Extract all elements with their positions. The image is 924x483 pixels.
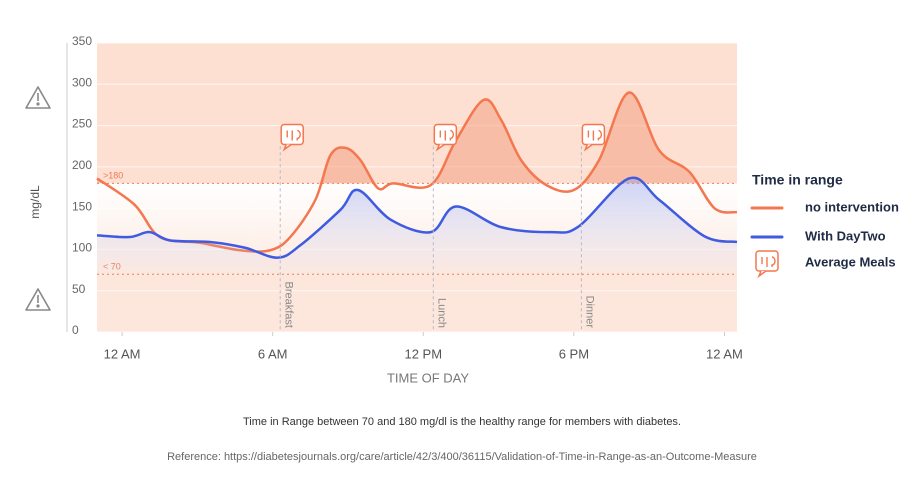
x-tick-label: 12 AM (706, 346, 743, 361)
legend-label: no intervention (805, 199, 899, 214)
y-tick-label: 0 (72, 323, 79, 337)
y-tick-label: 50 (72, 282, 86, 296)
meal-icon-glyph (439, 129, 455, 141)
reference: Reference: https://diabetesjournals.org/… (167, 451, 757, 463)
meal-icon (433, 123, 458, 152)
meal-icon-tail (757, 270, 767, 279)
y-axis-label: mg/dL (28, 185, 42, 219)
area (97, 177, 737, 275)
meal-label: Breakfast (282, 282, 294, 328)
y-tick-label: 100 (72, 241, 92, 255)
threshold-label: >180 (103, 171, 123, 181)
legend-title: Time in range (752, 172, 843, 188)
y-tick-label: 350 (72, 34, 92, 48)
meal-label: Dinner (583, 296, 595, 329)
meal-icon (755, 250, 779, 279)
meal-icon-tail (282, 143, 292, 152)
line (96, 176, 738, 259)
meal-icon-tail (583, 143, 593, 152)
y-tick-label: 200 (72, 158, 92, 172)
meal-icon (581, 123, 606, 152)
y-tick-label: 300 (72, 75, 92, 89)
meal-icon-glyph (286, 129, 301, 141)
legend-label: Average Meals (805, 254, 896, 269)
x-tick-label: 12 AM (104, 346, 141, 361)
legend-label: With DayTwo (805, 228, 886, 243)
meal-icon-tail (435, 143, 445, 152)
meal-icon (280, 123, 304, 152)
x-tick-label: 6 PM (559, 346, 589, 361)
y-tick-label: 250 (72, 117, 92, 131)
x-tick-label: 12 PM (404, 346, 442, 361)
caption: Time in Range between 70 and 180 mg/dl i… (243, 416, 681, 428)
warning-icon (25, 86, 51, 109)
meal-icon-glyph (761, 256, 776, 267)
zone-low (97, 274, 737, 332)
x-tick-label: 6 AM (258, 346, 288, 361)
warning-icon (25, 288, 51, 311)
meal-icon-glyph (587, 129, 603, 141)
meal-label: Lunch (435, 298, 447, 328)
y-tick-label: 150 (72, 199, 92, 213)
x-axis-label: TIME OF DAY (387, 370, 469, 385)
